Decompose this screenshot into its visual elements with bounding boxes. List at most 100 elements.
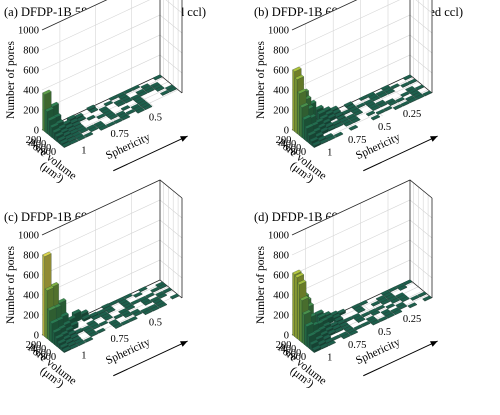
bar-face-front xyxy=(42,254,45,337)
bar-3d xyxy=(385,303,395,310)
bar-face-top xyxy=(59,342,69,348)
bar-face-top xyxy=(140,102,150,108)
bar-face-top xyxy=(138,295,148,302)
bar-face-top xyxy=(49,318,59,324)
bar-face-top xyxy=(378,92,388,98)
bar-3d xyxy=(351,117,361,124)
bar-face-top xyxy=(348,124,359,131)
bar-face-front xyxy=(47,308,50,341)
bar-face-top xyxy=(47,115,57,121)
sphericity-arrow-line xyxy=(363,340,438,377)
bar-face-top xyxy=(162,287,172,293)
bar-face-top xyxy=(400,296,410,302)
bar-face-top xyxy=(83,336,94,342)
bar-face-top xyxy=(113,118,123,124)
bar-face-top xyxy=(52,127,62,133)
bar-face-top xyxy=(152,83,163,90)
bar-3d xyxy=(123,88,133,95)
bar-face-top xyxy=(133,291,143,298)
bar-face-top xyxy=(390,307,400,313)
bar-face-top xyxy=(343,316,354,322)
bar-3d xyxy=(152,74,163,81)
bar-face-top xyxy=(405,85,415,92)
z-tick-label: 400 xyxy=(23,86,39,97)
bar-3d xyxy=(145,292,155,299)
bar-face-top xyxy=(415,84,425,90)
bar-3d xyxy=(145,87,155,94)
bar-3d xyxy=(120,114,131,121)
bar-3d xyxy=(157,283,168,290)
bar-3d xyxy=(157,302,168,309)
bar-3d xyxy=(407,302,418,309)
z-axis-label: Number of pores xyxy=(5,41,17,119)
bar-face-top xyxy=(142,299,153,306)
z-tick-label: 400 xyxy=(23,291,39,302)
bar-face-top xyxy=(115,110,126,116)
bar-face-top xyxy=(115,101,126,107)
bar-face-top xyxy=(88,126,99,132)
bar-face-top xyxy=(333,131,344,137)
y-tick-label: 1 xyxy=(81,351,86,362)
bar-3d xyxy=(331,334,341,341)
z-tick-label: 600 xyxy=(23,271,39,282)
bar-face-top xyxy=(138,90,148,97)
bar-3d xyxy=(422,90,432,97)
bar-face-top xyxy=(400,91,410,97)
bar-face-top xyxy=(378,297,388,303)
bar-face-top xyxy=(61,346,72,352)
bar-face-top xyxy=(108,300,118,306)
bar-face-front xyxy=(299,298,303,343)
bar-face-top xyxy=(98,311,109,317)
bar-face-front xyxy=(44,288,48,339)
chart-panel-a: (a) DFDP-1B 58-1.9 (upper foliated ccl)0… xyxy=(4,0,206,186)
bar-face-top xyxy=(415,93,425,100)
bar-face-top xyxy=(370,95,381,101)
bar-3d xyxy=(167,86,177,93)
sphericity-arrow-head xyxy=(430,341,438,347)
bar-face-top xyxy=(76,125,86,131)
bar-face-top xyxy=(169,293,180,299)
bar-face-top xyxy=(385,88,395,95)
bar-face-top xyxy=(383,310,393,316)
x-tick-label: 600 xyxy=(285,143,301,154)
sphericity-arrow-line xyxy=(113,135,188,172)
bar-face-top xyxy=(383,86,393,93)
bar-face-top xyxy=(61,141,72,147)
bar-face-top xyxy=(417,291,427,297)
bar-face-top xyxy=(412,91,422,98)
bar-3d xyxy=(103,315,113,321)
z-tick-label: 0 xyxy=(34,331,39,342)
bar-face-top xyxy=(422,90,432,96)
x-tick-label: 400 xyxy=(281,344,297,355)
bar-face-top xyxy=(348,115,359,121)
bar-face-top xyxy=(375,304,386,310)
bar-face-top xyxy=(155,290,165,297)
bar-face-top xyxy=(356,307,366,313)
bar-face-top xyxy=(42,89,52,95)
bar-face-top xyxy=(108,114,118,120)
bar-face-top xyxy=(71,131,81,137)
bar-3d xyxy=(370,319,381,326)
bar-face-top xyxy=(135,98,145,104)
bar-face-top xyxy=(108,319,118,325)
bar-face-top xyxy=(157,302,168,308)
bar-face-top xyxy=(370,300,381,306)
bar-3d xyxy=(388,100,398,107)
bar-3d xyxy=(86,114,96,121)
bar-3d xyxy=(348,329,359,336)
bar-face-top xyxy=(378,316,388,322)
bar-face-top xyxy=(353,305,364,311)
bar-face-top xyxy=(299,102,309,108)
bar-face-top xyxy=(42,251,52,257)
x-tick-label: 800 xyxy=(40,147,56,158)
bar-face-top xyxy=(155,300,165,306)
bar-face-top xyxy=(370,114,381,120)
back-wall-right xyxy=(160,180,182,298)
bar-face-top xyxy=(133,96,143,102)
bar-face-top xyxy=(400,81,410,88)
bar-face-top xyxy=(118,308,128,314)
x-tick-label: 600 xyxy=(285,348,301,359)
bar-3d xyxy=(343,120,354,127)
bar-face-top xyxy=(294,74,305,80)
chart-panel-d: (d) DFDP-1B 69-2.57 (lower ccl)020040060… xyxy=(254,179,438,391)
